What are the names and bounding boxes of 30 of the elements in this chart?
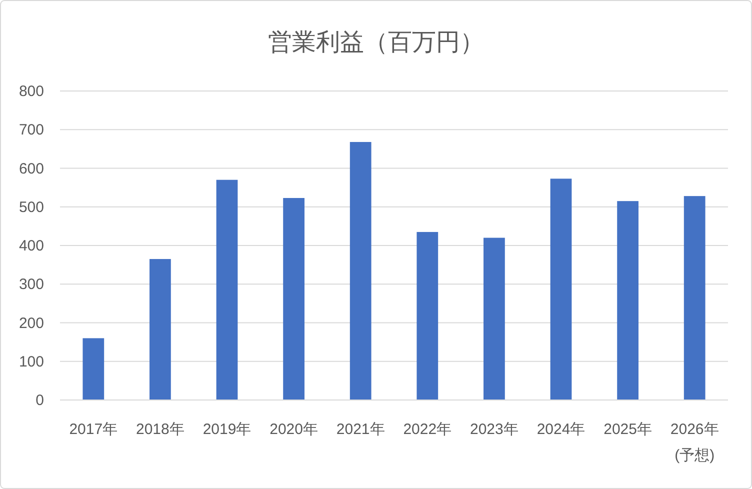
y-tick-label: 200: [18, 314, 44, 332]
bar: [416, 232, 438, 400]
y-tick-label: 400: [18, 238, 44, 254]
bar: [150, 259, 171, 400]
y-tick-label: 300: [18, 276, 44, 294]
x-tick-label: 2021年: [336, 421, 385, 438]
bar: [684, 196, 706, 400]
bar: [550, 178, 572, 400]
chart-title: 営業利益（百万円）: [268, 29, 484, 56]
x-tick-label: 2026年 (予想): [670, 421, 719, 464]
y-tick-label: 500: [18, 198, 44, 216]
x-tick-label: 2024年: [536, 421, 586, 438]
x-tick-label: 2017年: [69, 421, 118, 438]
x-tick-label: 2022年: [403, 421, 452, 438]
y-tick-label: 800: [18, 83, 44, 100]
bar: [216, 180, 238, 400]
y-tick-label: 700: [18, 122, 44, 139]
y-tick-label: 0: [36, 392, 44, 409]
bar: [350, 142, 372, 400]
y-tick-label: 100: [18, 353, 44, 370]
x-tick-label: 2019年: [202, 421, 252, 438]
x-tick-label: 2020年: [270, 421, 318, 438]
x-tick-label: 2023年: [470, 421, 518, 438]
x-tick-label: 2025年: [604, 421, 652, 438]
bar: [484, 238, 505, 400]
bar: [283, 198, 304, 400]
bar: [82, 338, 104, 400]
bar: [617, 201, 638, 400]
x-tick-label: 2018年: [136, 421, 184, 438]
y-tick-label: 600: [18, 160, 44, 178]
